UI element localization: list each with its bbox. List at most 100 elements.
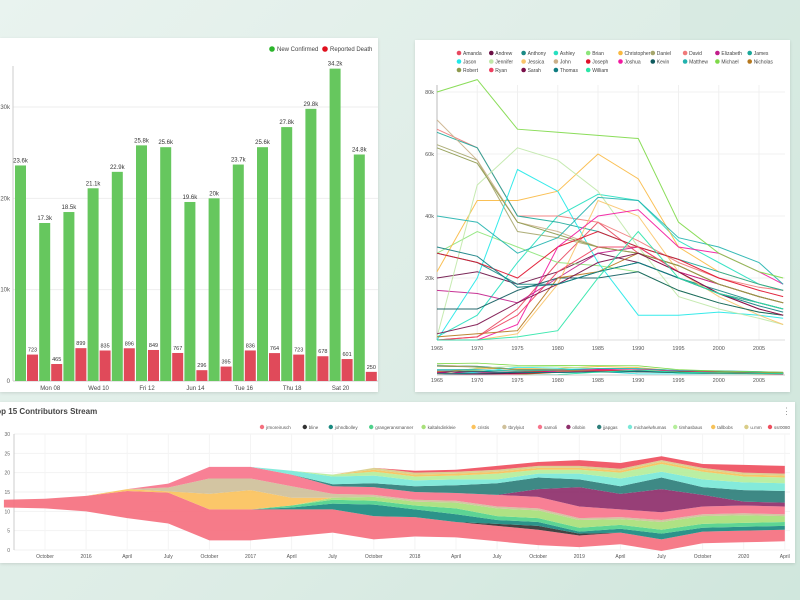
legend-label: Michael xyxy=(721,60,738,66)
x-tick-label: 1990 xyxy=(632,346,644,352)
legend-dot xyxy=(553,67,559,73)
bar-label: 723 xyxy=(294,348,303,354)
y-tick-label: 40k xyxy=(425,214,434,220)
legend-dot xyxy=(328,424,333,430)
line-series-joseph xyxy=(436,230,784,298)
legend-dot xyxy=(421,424,426,430)
line-series-thomas xyxy=(436,246,784,313)
bar-new-confirmed xyxy=(305,108,317,382)
bar-chart-svg: 0 10k 20k 30k 23.6k 723 17.3k 465 18.5k 899 21.1k 8… xyxy=(0,46,378,392)
line-series-robert xyxy=(436,147,784,304)
brush-series-michael xyxy=(436,362,784,373)
bar-label: 723 xyxy=(28,348,37,354)
stream-layer-tbrylyiut xyxy=(3,478,785,522)
bar-reported-death xyxy=(317,356,329,381)
x-tick-label: July xyxy=(328,554,337,560)
bar-reported-death xyxy=(99,350,111,381)
legend-dot xyxy=(553,50,559,56)
more-options-icon[interactable]: ⋮ xyxy=(782,406,791,416)
x-tick-label: 2020 xyxy=(738,554,749,560)
legend-dot xyxy=(566,424,571,430)
legend-label: cristis xyxy=(478,425,490,430)
legend-dot xyxy=(715,50,720,56)
legend-label: Elizabeth xyxy=(721,51,742,57)
legend-dot xyxy=(711,424,716,430)
bar-label: 25.6k xyxy=(255,140,271,146)
x-tick-label: 1975 xyxy=(511,346,523,352)
y-tick-label: 15 xyxy=(4,490,10,496)
legend-dot xyxy=(618,59,623,64)
bar-label: 899 xyxy=(76,341,85,347)
legend-dot xyxy=(489,59,494,64)
y-tick-label: 20 xyxy=(4,471,10,477)
legend-label: timhasbaus xyxy=(679,425,703,430)
brush-x-tick-label: 1965 xyxy=(431,378,443,384)
legend-label: Daniel xyxy=(657,51,671,57)
x-tick-label: 2000 xyxy=(713,346,725,352)
legend-label: u.mm xyxy=(750,425,762,430)
legend-label: Nicholas xyxy=(754,60,774,66)
stream-layer-michaelwhumas xyxy=(3,466,785,500)
legend-dot xyxy=(744,424,749,430)
line-series-kevin xyxy=(437,271,784,316)
line-chart-svg: 20k 40k 60k 80k 1965 1965 1970 1970 1975 1975 1980… xyxy=(425,50,785,384)
x-tick-label: July xyxy=(657,554,666,560)
bar-reported-death xyxy=(293,354,305,381)
bar-new-confirmed xyxy=(208,198,220,381)
legend-label: michaelwhumas xyxy=(634,425,667,430)
stream-layer-jjapgas xyxy=(3,466,785,503)
legend-dot xyxy=(471,424,476,430)
bar-new-confirmed xyxy=(39,222,51,381)
legend-dot xyxy=(259,424,265,430)
stream-chart-title: Top 15 Contributors Stream xyxy=(0,407,98,416)
bar-new-confirmed xyxy=(232,164,244,381)
bar-reported-death xyxy=(51,364,63,381)
legend-dot xyxy=(627,424,633,430)
legend-label: Jennifer xyxy=(495,60,513,66)
legend-dot xyxy=(597,424,602,430)
y-tick-label: 30 xyxy=(4,432,10,438)
x-tick-label: April xyxy=(780,554,790,560)
stream-layer-timhasbaus xyxy=(3,463,785,500)
bar-label: 24.8k xyxy=(352,147,368,153)
x-tick-label: Tue 16 xyxy=(235,386,254,392)
x-tick-label: 1965 xyxy=(431,346,443,352)
y-tick-label: 0 xyxy=(7,548,10,554)
x-tick-label: 2005 xyxy=(753,346,765,352)
bar-reported-death xyxy=(365,371,377,381)
line-series-jason xyxy=(436,168,784,341)
legend-label: Ryan xyxy=(495,68,507,74)
bar-reported-death xyxy=(341,359,353,381)
bar-label: 849 xyxy=(149,343,158,349)
y-tick-label: 20k xyxy=(0,196,11,202)
legend-label: John xyxy=(560,60,571,66)
line-series-ashley xyxy=(436,193,784,338)
legend-label: ssr0080 xyxy=(774,425,791,430)
legend-label: Amanda xyxy=(463,51,482,57)
bar-reported-death xyxy=(123,348,135,381)
y-tick-label: 80k xyxy=(425,90,434,96)
x-tick-label: 2017 xyxy=(245,554,256,560)
bar-label: 764 xyxy=(270,346,279,352)
bar-new-confirmed xyxy=(329,68,341,381)
legend-dot xyxy=(682,50,688,56)
bar-label: 601 xyxy=(343,352,352,358)
bar-new-confirmed xyxy=(136,145,147,381)
x-tick-label: 2019 xyxy=(574,554,585,560)
bar-label: 836 xyxy=(246,343,255,349)
legend-label: Robert xyxy=(463,68,479,74)
legend-label: Thomas xyxy=(560,68,579,74)
bar-new-confirmed xyxy=(63,212,75,381)
y-tick-label: 25 xyxy=(4,451,10,457)
legend-label: David xyxy=(689,51,702,57)
legend-label: Ashley xyxy=(560,51,576,57)
x-tick-label: Fri 12 xyxy=(139,386,155,392)
legend-dot xyxy=(302,424,307,430)
bar-label: 296 xyxy=(197,363,206,369)
legend-dot xyxy=(456,59,462,64)
stream-layer-johndbolley xyxy=(3,491,785,540)
y-tick-label: 60k xyxy=(425,152,434,158)
legend-label: kaltalsdinkleie xyxy=(428,425,457,430)
bar-label: 395 xyxy=(222,360,231,366)
bar-new-confirmed xyxy=(281,127,293,382)
